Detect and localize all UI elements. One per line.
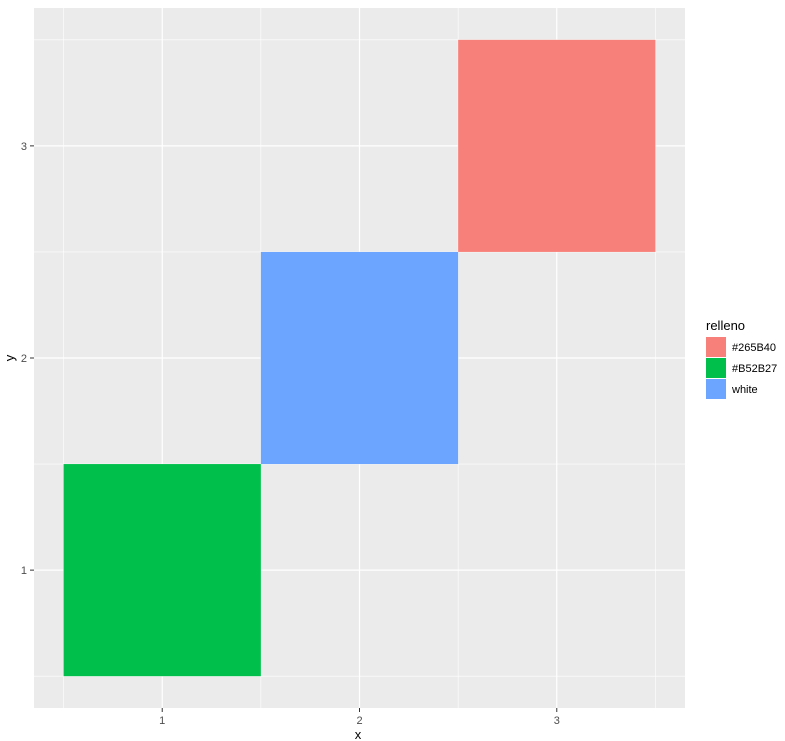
x-tick-label: 3 (554, 715, 560, 727)
x-axis-title: x (355, 727, 362, 741)
legend-key (706, 358, 726, 378)
legend-label: #B52B27 (732, 363, 777, 375)
x-tick-label: 1 (159, 715, 165, 727)
legend-key (706, 337, 726, 357)
x-tick-label: 2 (356, 715, 362, 727)
legend-label: #265B40 (732, 342, 776, 354)
y-tick-label: 2 (21, 353, 27, 365)
tile (63, 464, 261, 677)
y-axis-ticks: 1 2 3 (21, 141, 34, 577)
legend-key (706, 379, 726, 399)
y-tick-label: 3 (21, 141, 27, 153)
tile (260, 251, 459, 465)
legend-title: relleno (706, 318, 745, 333)
y-axis-title: y (2, 354, 17, 361)
x-axis-ticks: 1 2 3 (159, 708, 560, 727)
legend-label: white (731, 384, 758, 396)
tiles-layer (63, 39, 656, 677)
legend: relleno #265B40 #B52B27 white (706, 318, 777, 399)
y-tick-label: 1 (21, 565, 27, 577)
tile (458, 39, 656, 252)
